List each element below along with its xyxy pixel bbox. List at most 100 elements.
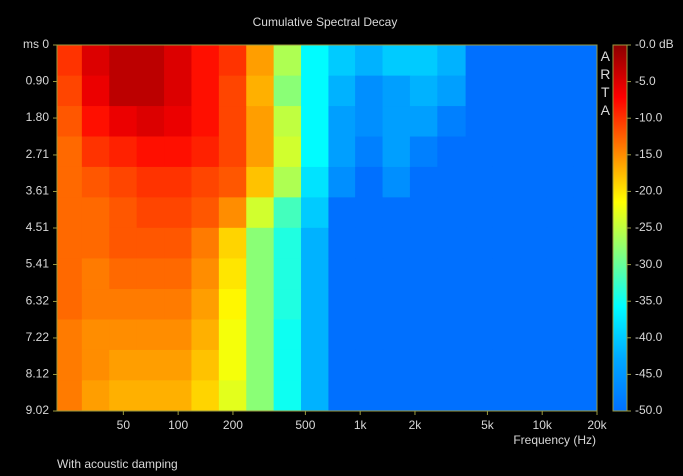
heat-cell <box>465 319 493 351</box>
x-tick-label: 2k <box>409 418 423 432</box>
x-tick-label: 100 <box>168 418 188 432</box>
heat-cell <box>246 106 275 137</box>
heat-cell <box>81 319 110 351</box>
heat-cell <box>246 136 275 168</box>
heat-cell <box>573 380 598 412</box>
heat-cell <box>546 227 574 259</box>
heat-cell <box>546 136 574 168</box>
heat-cell <box>328 227 356 259</box>
heat-cell <box>218 166 247 198</box>
heat-cell <box>191 45 220 77</box>
heat-cell <box>246 227 275 259</box>
heat-cell <box>57 136 83 168</box>
heat-cell <box>546 106 574 137</box>
heat-cell <box>191 197 220 229</box>
y-tick-label: 9.02 <box>26 403 50 417</box>
y-tick-label: 7.22 <box>26 330 50 344</box>
y-tick-label: 2.71 <box>26 147 50 161</box>
heat-cell <box>355 166 384 198</box>
heat-cell <box>465 349 493 381</box>
heat-cell <box>492 227 521 259</box>
heat-cell <box>465 289 493 320</box>
heat-cell <box>546 319 574 351</box>
heat-cell <box>437 75 467 107</box>
heat-cell <box>218 319 247 351</box>
colorbar-tick-label: -40.0 <box>635 330 663 344</box>
heat-cell <box>109 227 138 259</box>
heat-cell <box>57 319 83 351</box>
heat-cell <box>519 166 548 198</box>
y-tick-label: 6.32 <box>26 294 50 308</box>
heat-cell <box>328 45 356 77</box>
chart-title: Cumulative Spectral Decay <box>253 15 398 29</box>
heat-cell <box>273 166 302 198</box>
heat-cell <box>191 319 220 351</box>
heat-cell <box>437 45 467 77</box>
heat-cell <box>164 166 192 198</box>
heat-cell <box>164 380 192 412</box>
heat-cell <box>573 166 598 198</box>
heat-cell <box>409 197 438 229</box>
heat-cell <box>136 166 165 198</box>
heat-cell <box>57 289 83 320</box>
heat-cell <box>465 166 493 198</box>
heat-cell <box>328 319 356 351</box>
heat-cell <box>273 319 302 351</box>
heat-cell <box>492 136 521 168</box>
heat-cell <box>301 136 329 168</box>
heat-cell <box>519 75 548 107</box>
heat-cell <box>492 45 521 77</box>
heat-cell <box>328 349 356 381</box>
heat-cell <box>191 106 220 137</box>
heat-cell <box>437 380 467 412</box>
heat-cell <box>492 166 521 198</box>
heat-cell <box>519 136 548 168</box>
heat-cell <box>81 258 110 290</box>
heat-cell <box>437 289 467 320</box>
heat-cell <box>492 380 521 412</box>
heat-cell <box>465 258 493 290</box>
heat-cell <box>218 106 247 137</box>
heat-cell <box>492 106 521 137</box>
heat-cell <box>355 289 384 320</box>
heat-cell <box>136 349 165 381</box>
heat-cell <box>136 319 165 351</box>
heat-cell <box>409 136 438 168</box>
heat-cell <box>519 258 548 290</box>
heat-cell <box>246 45 275 77</box>
x-axis-label: Frequency (Hz) <box>513 433 596 447</box>
heat-cell <box>382 319 411 351</box>
heat-cell <box>301 45 329 77</box>
heat-cell <box>573 106 598 137</box>
x-tick-label: 10k <box>533 418 553 432</box>
heat-cell <box>218 380 247 412</box>
colorbar-tick-label: -15.0 <box>635 147 663 161</box>
heat-cell <box>409 227 438 259</box>
watermark: ARTA <box>597 48 613 120</box>
heat-cell <box>355 197 384 229</box>
heat-cell <box>273 349 302 381</box>
heat-cell <box>382 166 411 198</box>
y-tick-label: ms 0 <box>23 37 49 51</box>
heat-cell <box>355 380 384 412</box>
heat-cell <box>465 136 493 168</box>
heat-cell <box>546 197 574 229</box>
heat-cell <box>191 75 220 107</box>
heat-cell <box>136 75 165 107</box>
heat-cell <box>246 289 275 320</box>
y-tick-label: 0.90 <box>26 74 50 88</box>
heat-cell <box>437 166 467 198</box>
heat-cell <box>81 349 110 381</box>
heat-cell <box>218 75 247 107</box>
y-tick-label: 4.51 <box>26 220 50 234</box>
heat-cell <box>246 258 275 290</box>
heat-cell <box>519 380 548 412</box>
heat-cell <box>57 258 83 290</box>
heat-cell <box>191 380 220 412</box>
heat-cell <box>301 227 329 259</box>
heat-cell <box>465 45 493 77</box>
heat-cell <box>191 227 220 259</box>
heat-cell <box>573 227 598 259</box>
heat-cell <box>573 75 598 107</box>
heat-cell <box>164 106 192 137</box>
